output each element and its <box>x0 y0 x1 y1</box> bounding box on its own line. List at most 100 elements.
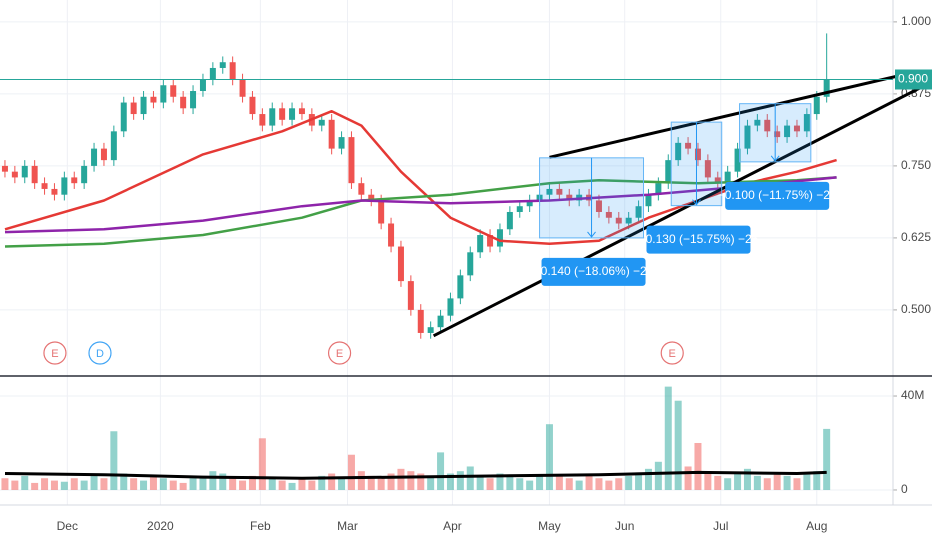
candle-body <box>219 62 226 68</box>
volume-bar <box>41 478 49 490</box>
last-price-box <box>895 69 932 90</box>
x-tick-label: May <box>538 519 561 533</box>
volume-bar <box>159 478 167 490</box>
candle-body <box>180 96 187 109</box>
candle-body <box>11 171 18 178</box>
candle-body <box>457 275 464 299</box>
candle-body <box>51 188 58 195</box>
candle-body <box>546 188 553 195</box>
candle-body <box>645 194 652 207</box>
volume-bar <box>595 478 603 490</box>
volume-bar <box>615 478 623 490</box>
volume-bar <box>387 473 395 490</box>
volume-bar <box>328 473 336 490</box>
candle-body <box>655 183 662 195</box>
candle-body <box>813 96 820 115</box>
y-tick-label: 1.000 <box>901 14 931 28</box>
volume-bar <box>179 482 187 490</box>
volume-bar <box>753 475 761 490</box>
volume-bar <box>199 475 207 490</box>
volume-bar <box>506 475 514 490</box>
volume-bar <box>625 475 633 490</box>
candle-body <box>61 177 68 195</box>
volume-bar <box>298 478 306 490</box>
y-tick-label: 0.875 <box>901 86 931 100</box>
volume-bar <box>526 480 534 490</box>
volume-bar <box>417 473 425 490</box>
candle-body <box>685 142 692 149</box>
volume-bar <box>120 473 128 490</box>
event-label: E <box>51 348 58 360</box>
event-label: E <box>336 348 343 360</box>
volume-bar <box>90 475 98 490</box>
volume-bar <box>110 431 118 490</box>
measure-arrow-head <box>692 199 701 206</box>
volume-bar <box>278 480 286 490</box>
volume-bar <box>209 471 217 490</box>
candle-body <box>209 67 216 80</box>
event-label: D <box>96 348 104 360</box>
volume-bar <box>31 482 39 490</box>
candle-body <box>784 125 791 138</box>
volume-bar <box>823 428 831 490</box>
candle-body <box>348 137 355 184</box>
candle-body <box>91 148 98 166</box>
volume-bar <box>466 466 474 490</box>
candle-body <box>595 200 602 212</box>
volume-bar <box>684 466 692 490</box>
candle-body <box>21 165 28 178</box>
candle-body <box>487 235 494 247</box>
candle-body <box>358 183 365 195</box>
volume-bar <box>565 478 573 490</box>
candle-body <box>41 183 48 189</box>
x-tick-label: Jul <box>713 519 728 533</box>
volume-bar <box>545 424 553 490</box>
candle-body <box>110 131 117 161</box>
candle-body <box>516 206 523 212</box>
candle-body <box>397 246 404 282</box>
candle-body <box>71 177 78 184</box>
volume-bar <box>674 400 682 490</box>
volume-bar <box>268 478 276 490</box>
volume-bar <box>357 471 365 490</box>
candle-body <box>298 108 305 115</box>
candle-body <box>675 142 682 161</box>
y-tick-label: 0.500 <box>901 302 931 316</box>
volume-bar <box>377 478 385 490</box>
candle-body <box>407 281 414 310</box>
volume-bar <box>536 475 544 490</box>
candle-body <box>249 96 256 115</box>
candle-body <box>427 327 434 333</box>
volume-bar <box>704 471 712 490</box>
candle-body <box>823 79 830 97</box>
volume-bar <box>783 475 791 490</box>
x-tick-label: 2020 <box>147 519 174 533</box>
event-marker <box>43 341 67 365</box>
candle-body <box>744 125 751 149</box>
volume-bar <box>288 482 296 490</box>
volume-bar <box>308 480 316 490</box>
volume-bar <box>258 438 266 490</box>
measure-arrow-head <box>587 231 596 238</box>
volume-bar <box>516 478 524 490</box>
candle-body <box>368 194 375 201</box>
volume-bar <box>605 480 613 490</box>
candle-body <box>724 171 731 184</box>
volume-bar <box>229 478 237 490</box>
measure-label-box <box>646 225 751 254</box>
volume-bar <box>437 452 445 490</box>
volume-bar <box>555 475 563 490</box>
measure-arrow-head <box>770 155 780 162</box>
candle-body <box>437 315 444 328</box>
volume-bar <box>773 473 781 490</box>
volume-bar <box>1 478 9 490</box>
volume-bar <box>149 475 157 490</box>
volume-bar <box>714 475 722 490</box>
candle-body <box>239 79 246 97</box>
event-marker <box>88 341 112 365</box>
volume-bar <box>734 473 742 490</box>
candle-body <box>338 137 345 149</box>
x-tick-label: Feb <box>250 519 271 533</box>
volume-bar <box>635 473 643 490</box>
candle-body <box>31 165 38 184</box>
